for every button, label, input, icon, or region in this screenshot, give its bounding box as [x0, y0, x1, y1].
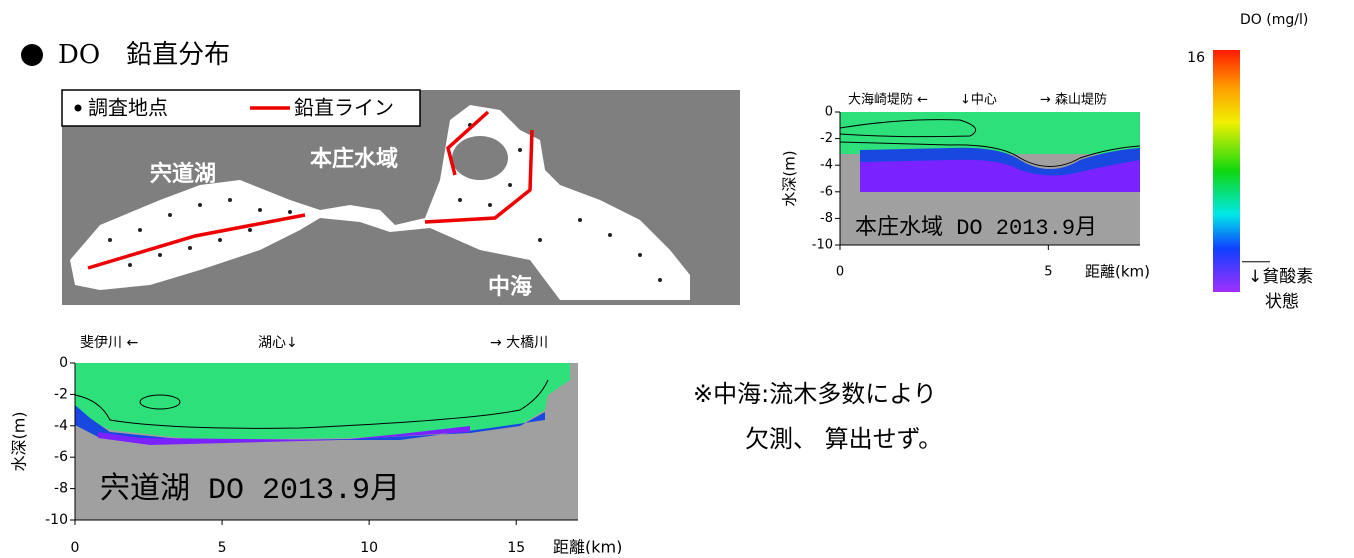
- y-tick-label: -6: [54, 449, 68, 465]
- contour-shinji: [74, 363, 578, 520]
- chart-title: 宍道湖 DO 2013.9月: [100, 472, 400, 508]
- y-tick-label: -10: [45, 512, 68, 528]
- x-tick-label: 0: [71, 540, 80, 554]
- map-label: 宍道湖: [150, 161, 216, 187]
- section-label: → 森山堤防: [1040, 92, 1107, 108]
- section-label: 大海崎堤防 ←: [848, 92, 928, 108]
- y-axis-label: 水深(m): [10, 411, 29, 471]
- x-tick-label: 5: [218, 540, 227, 554]
- page-title: DO 鉛直分布: [58, 40, 230, 70]
- x-tick-label: 10: [360, 540, 378, 554]
- note: 欠測、 算出せず。: [745, 425, 942, 453]
- y-tick-label: -2: [820, 131, 833, 146]
- y-tick-label: -4: [54, 418, 68, 434]
- map-label: 本庄水域: [310, 146, 398, 172]
- x-tick-label: 15: [507, 540, 525, 554]
- x-tick-label: 0: [836, 265, 844, 280]
- y-tick-label: -6: [820, 184, 833, 199]
- colorbar-label: DO (mg/l): [1240, 12, 1308, 28]
- bullet: [21, 44, 43, 66]
- x-tick-label: 5: [1044, 265, 1052, 280]
- threshold-label: ↓貧酸素: [1248, 267, 1313, 287]
- x-axis-label: 距離(km): [553, 538, 622, 555]
- y-tick-label: -8: [54, 481, 68, 497]
- colorbar-tick-label: 16: [1187, 50, 1205, 66]
- section-label: 湖心↓: [258, 335, 298, 351]
- y-tick-label: 0: [825, 105, 833, 120]
- chart-title: 本庄水域 DO 2013.9月: [855, 215, 1097, 241]
- contour-honjo: [839, 112, 1141, 245]
- section-label: 斐伊川 ←: [80, 335, 138, 351]
- threshold-label: 状態: [1265, 292, 1299, 312]
- note: ※中海:流木多数により: [693, 380, 937, 408]
- colorbar: [1213, 50, 1240, 292]
- y-tick-label: -2: [54, 386, 68, 402]
- y-tick-label: -4: [820, 158, 833, 173]
- section-label: → 大橋川: [490, 335, 548, 351]
- y-tick-label: -8: [820, 211, 833, 226]
- y-axis-label: 水深(m): [781, 150, 799, 206]
- legend-line: 鉛直ライン: [294, 96, 394, 120]
- y-tick-label: 0: [59, 355, 68, 371]
- map: 調査地点 鉛直ライン 宍道湖 本庄水域 中海: [61, 89, 740, 305]
- x-axis-label: 距離(km): [1085, 263, 1150, 281]
- legend-point: 調査地点: [88, 96, 168, 120]
- section-label: ↓中心: [960, 93, 997, 108]
- map-label: 中海: [488, 274, 532, 300]
- y-tick-label: -10: [812, 238, 833, 253]
